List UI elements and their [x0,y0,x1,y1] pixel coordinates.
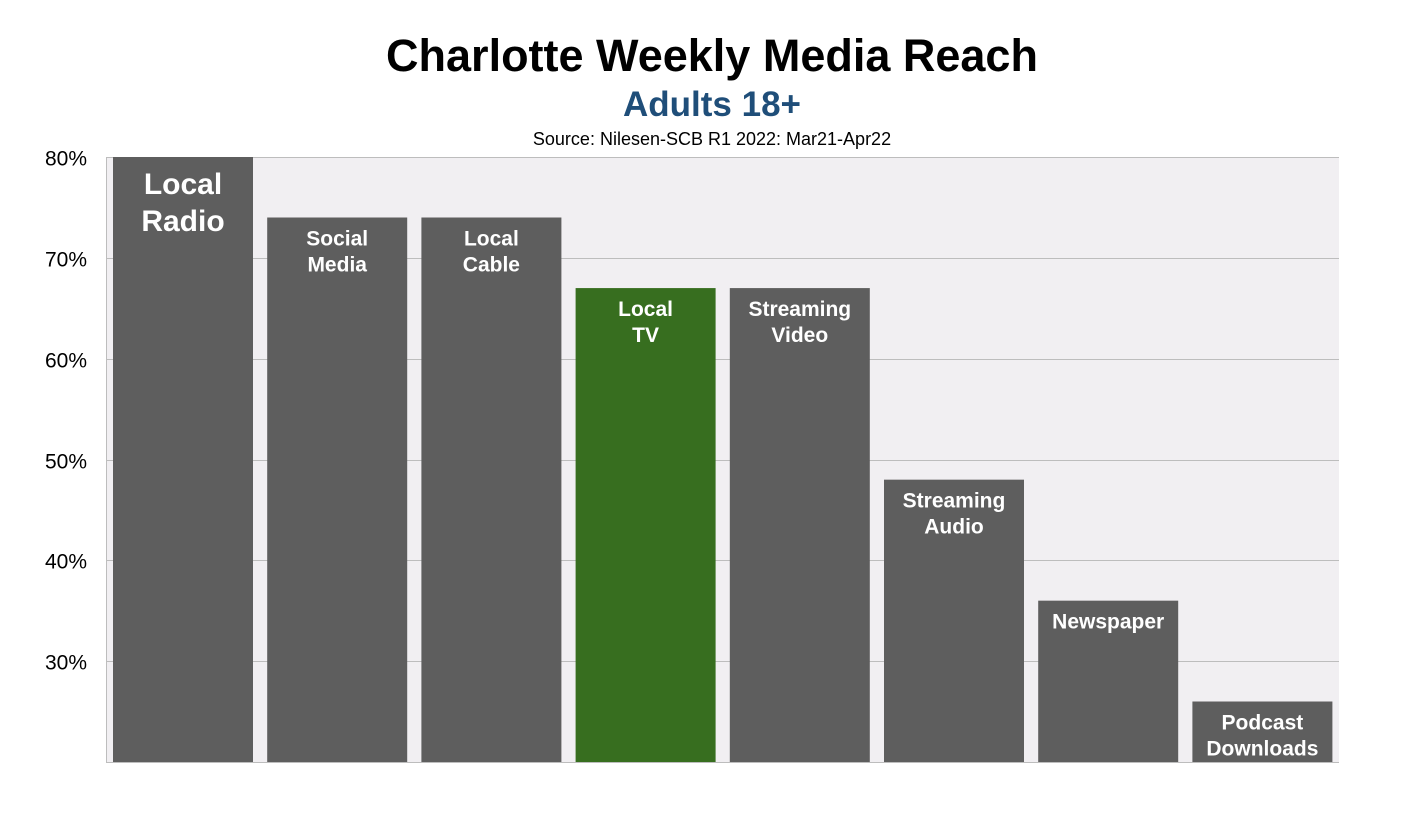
bar [113,157,253,762]
bar-category-label: Streaming Audio [903,490,1006,539]
bar-category-label: Local Radio [141,168,224,238]
chart-subtitle: Adults 18+ [623,85,801,124]
bar [1192,701,1333,762]
bar-category-label: Social Media [306,228,368,277]
y-tick-label: 80% [45,148,87,171]
bar [267,217,408,762]
y-tick-label: 50% [45,451,87,474]
bar [729,288,870,762]
bar-category-label: Newspaper [1052,611,1164,634]
bar-category-label: Local TV [618,298,673,347]
bar [575,288,716,762]
bar-labels: Local Radio Social Media Local Cable Local TV St… [141,168,1318,761]
bar [1038,600,1179,762]
bar-category-label: Streaming Video [748,298,851,347]
y-tick-label: 60% [45,350,87,373]
bar [884,479,1024,762]
y-tick-label: 40% [45,551,87,574]
bars [113,157,1333,762]
chart-title: Charlotte Weekly Media Reach [386,30,1038,81]
y-tick-label: 30% [45,652,87,675]
chart-source-note: Source: Nilesen-SCB R1 2022: Mar21-Apr22 [532,129,892,149]
y-tick-label: 70% [45,249,87,272]
bar-category-label: Local Cable [463,228,520,277]
bar [421,217,562,762]
y-axis: 30% 40% 50% 60% 70% 80% [45,148,1339,763]
bar-category-label: Podcast Downloads [1206,712,1318,761]
